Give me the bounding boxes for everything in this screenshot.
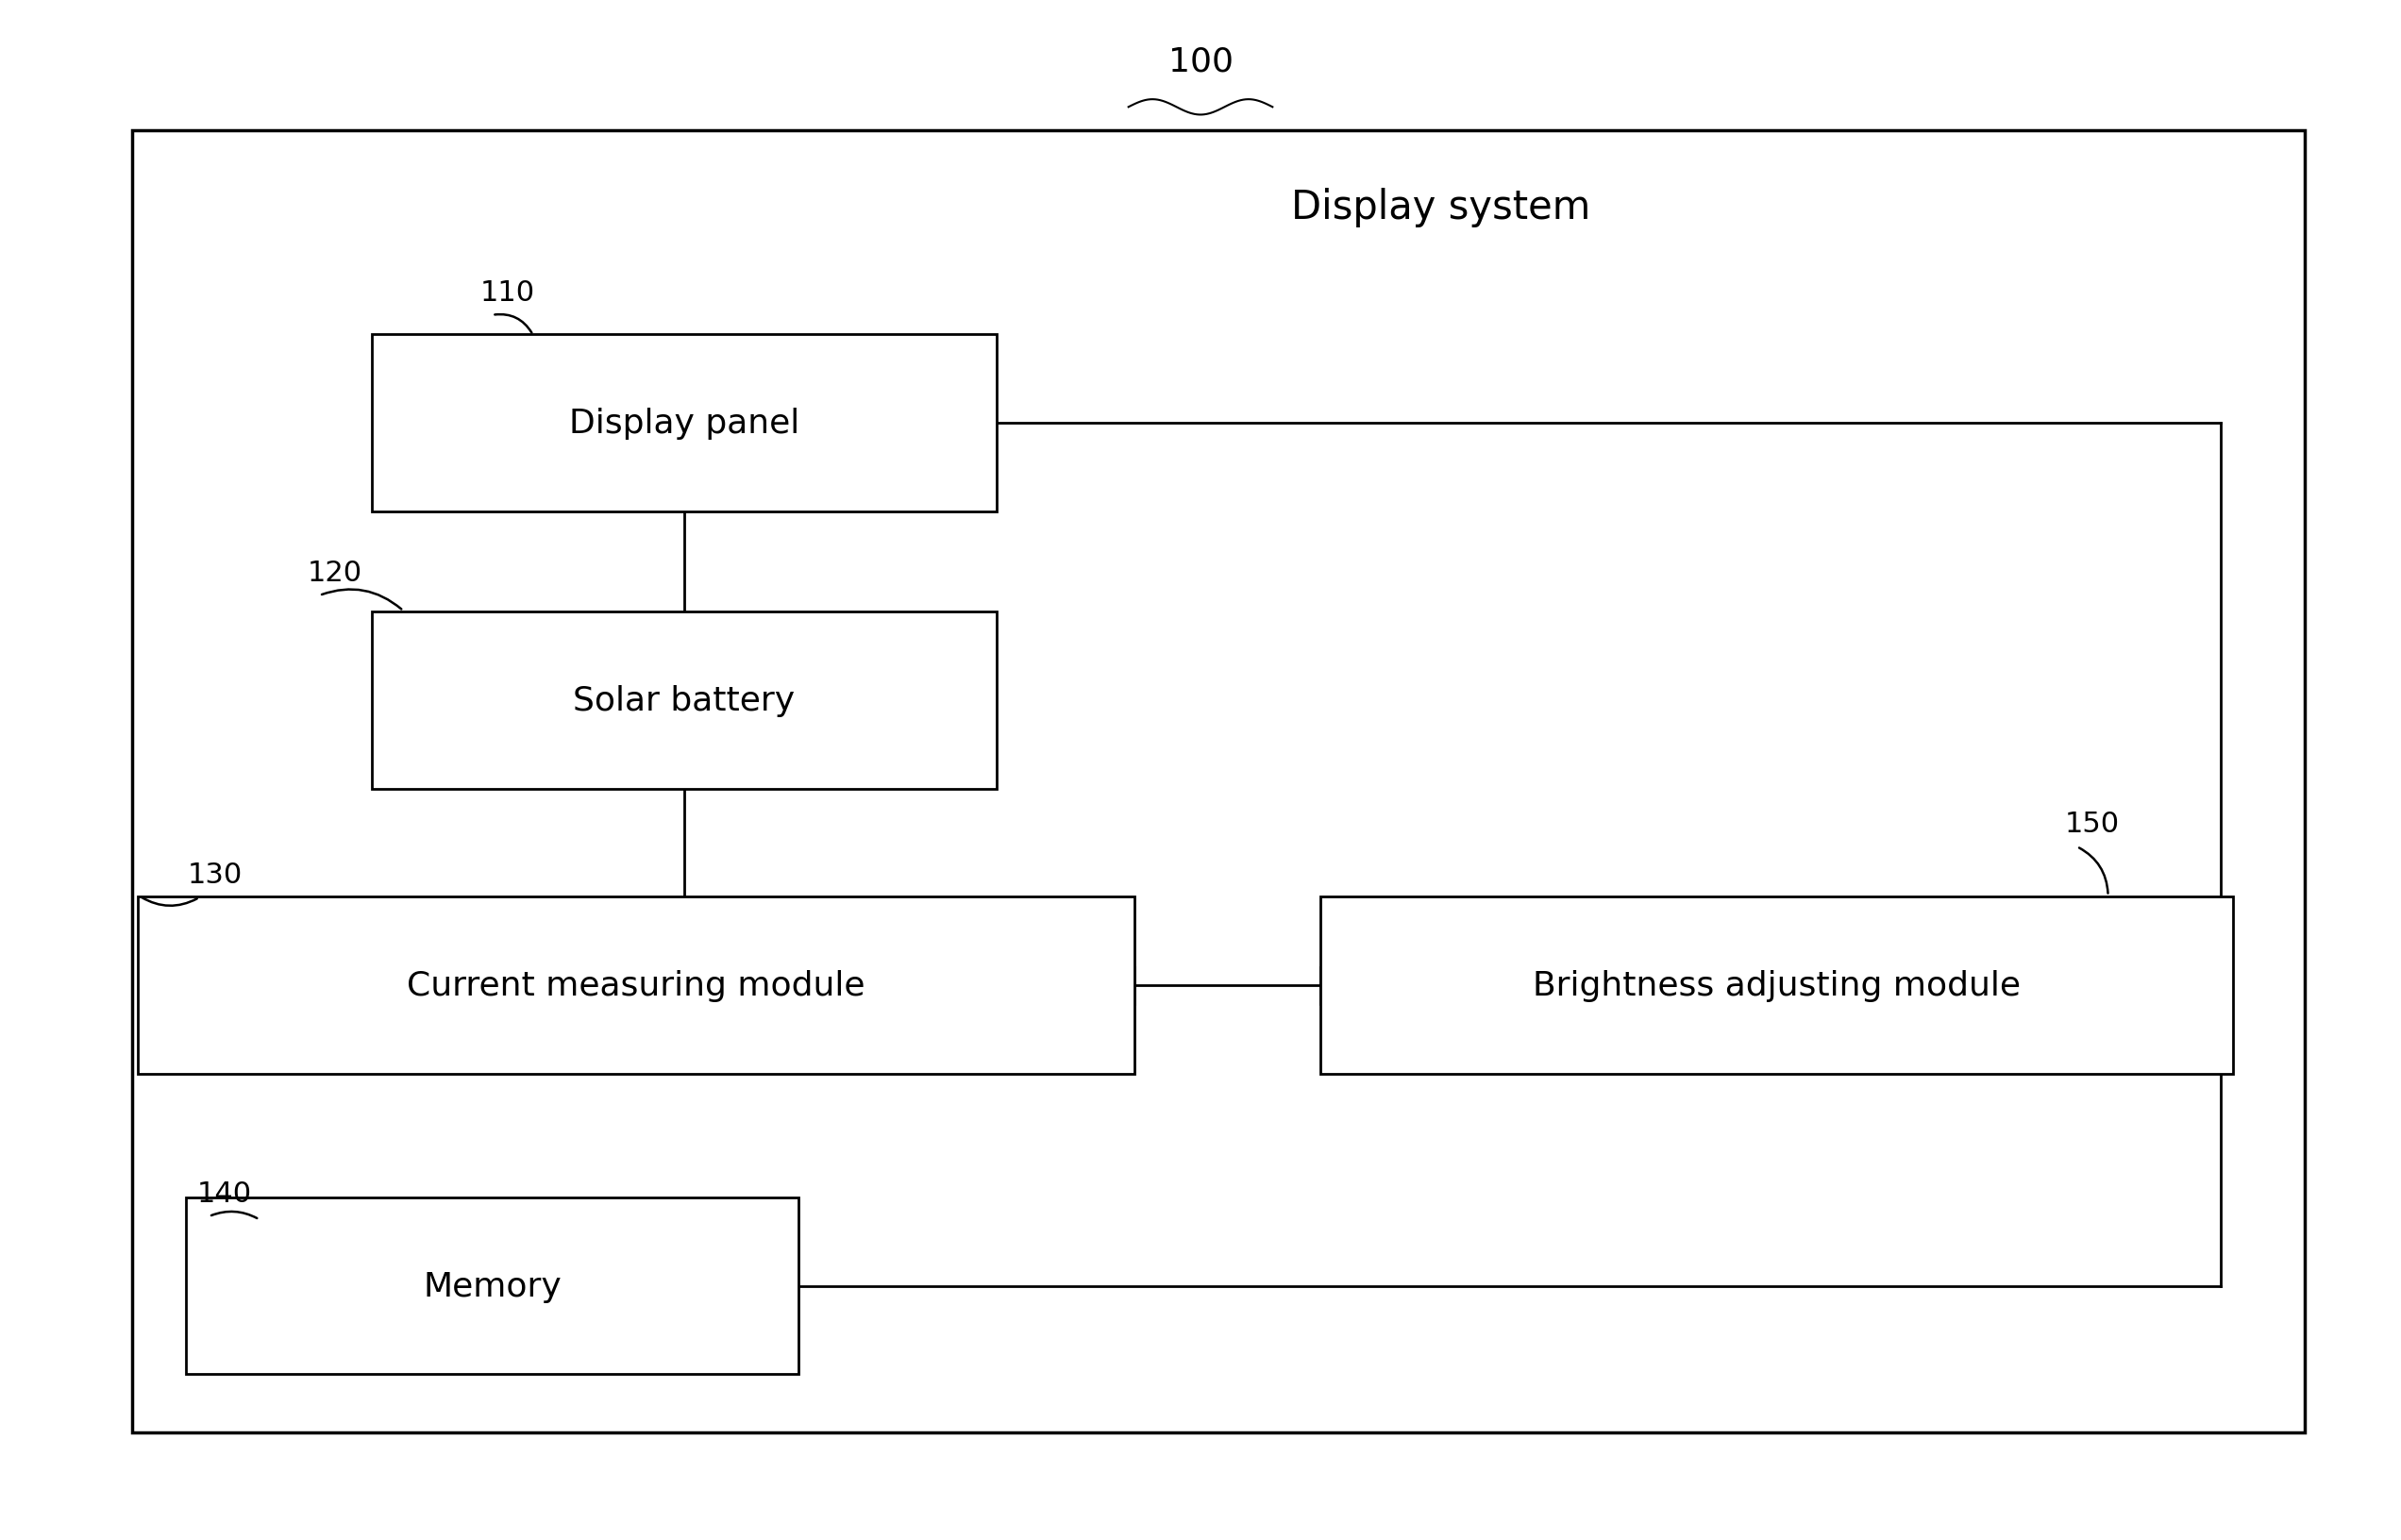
Bar [132,131,2305,1432]
Text: 110: 110 [480,279,535,306]
Text: Brightness adjusting module: Brightness adjusting module [1532,970,2022,1001]
Text: 100: 100 [1167,46,1234,77]
Text: Display panel: Display panel [569,408,800,439]
Text: 150: 150 [2065,810,2120,838]
Text: 120: 120 [307,559,363,587]
Text: Memory: Memory [423,1270,562,1301]
Text: 130: 130 [187,861,243,889]
Text: Display system: Display system [1292,188,1589,228]
Text: Current measuring module: Current measuring module [408,970,864,1001]
Bar [139,896,1136,1075]
Bar [185,1198,797,1374]
Bar [1321,896,2233,1075]
Bar [372,611,996,788]
Text: Solar battery: Solar battery [574,685,795,716]
Bar [372,336,996,511]
Text: 140: 140 [197,1180,252,1207]
